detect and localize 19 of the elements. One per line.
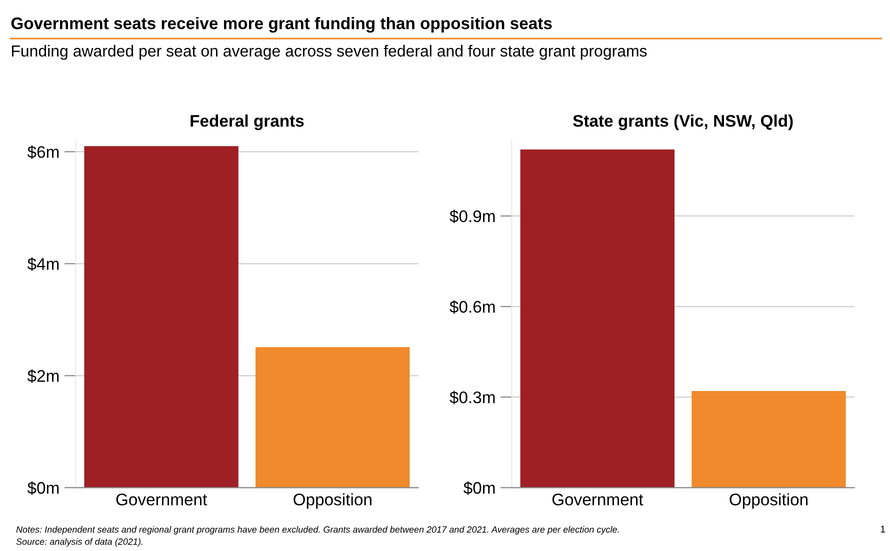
chart-title: State grants (Vic, NSW, Qld) [573,114,793,130]
y-tick-label: $0m [27,481,59,495]
y-tick-label: $2m [27,369,59,383]
source-note: Source: analysis of data (2021). [16,538,142,547]
x-tick-label: Government [116,494,208,506]
y-tick-label: $0m [464,481,495,495]
x-tick-label: Opposition [294,493,372,509]
y-tick-label: $4m [27,257,59,271]
y-tick-label: $0.3m [450,390,495,404]
y-tick-label: $0.9m [450,210,495,224]
x-tick-label: Opposition [730,493,808,509]
x-tick-label: Government [552,494,644,506]
text: Funding awarded per seat on average across seven federal and four state grant programs [12,44,647,60]
text: Notes: Independent seats and regional grant programs have been excluded. Grants awarded between 2017 and 2021. Averages are per election cycle. [16,526,619,534]
chart-title: Federal grants [190,114,304,130]
text: Government seats receive more grant funding than opposition seats [11,16,552,33]
y-tick-label: $0.6m [450,300,495,314]
y-tick-label: $6m [27,145,59,159]
text: 1 [880,526,886,532]
